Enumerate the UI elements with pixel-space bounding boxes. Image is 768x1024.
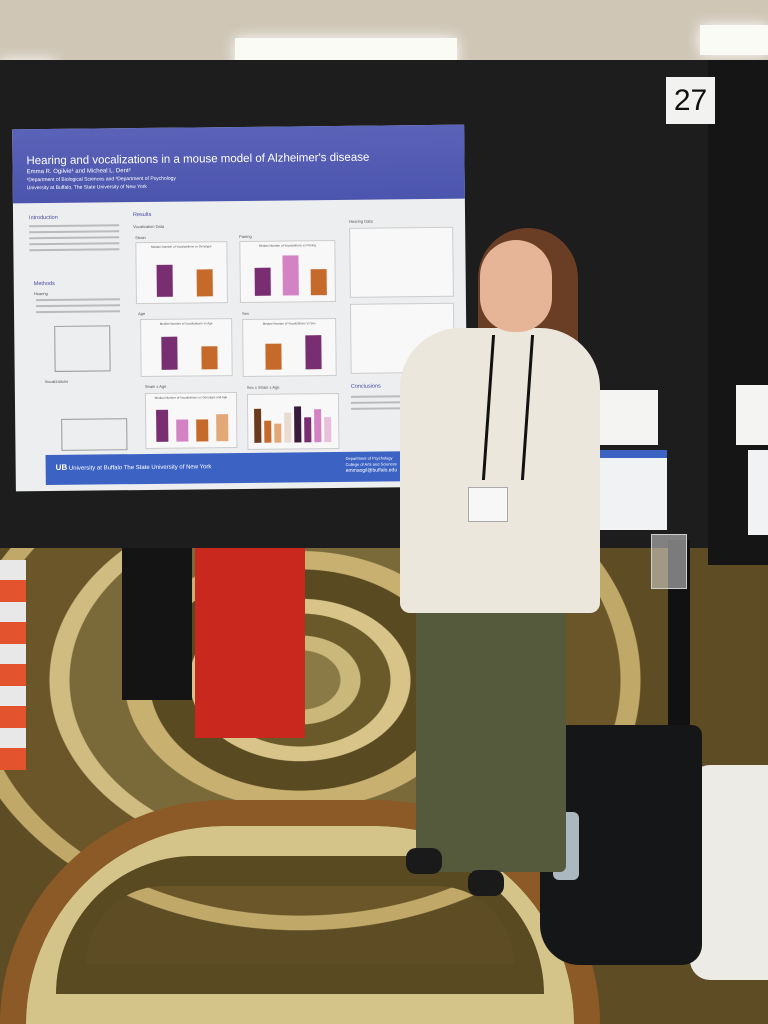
bar xyxy=(156,264,173,297)
person-legs-black xyxy=(122,540,192,700)
body-text xyxy=(36,310,121,314)
white-coat xyxy=(690,765,768,980)
body-text xyxy=(29,230,120,234)
bar xyxy=(305,335,322,370)
body-text xyxy=(35,304,120,308)
bar xyxy=(274,423,282,443)
subsection-vocalization-data: Vocalization Data xyxy=(133,223,165,230)
chart-pairing: Median Number of Vocalizations vs Pairin… xyxy=(239,239,336,304)
shoe xyxy=(468,870,504,896)
label-strain: Strain xyxy=(135,234,146,241)
label-age: Age xyxy=(138,310,146,317)
section-conclusions: Conclusions xyxy=(350,383,381,390)
chart-age: Median Number of Vocalizations vs Age xyxy=(140,318,233,378)
section-introduction: Introduction xyxy=(29,214,58,222)
footer-university: University at Buffalo The State Universi… xyxy=(68,464,212,472)
bar xyxy=(264,420,272,443)
label-hearing-data: Hearing Data xyxy=(349,218,373,224)
subsection-hearing: Hearing xyxy=(33,291,48,297)
chart-strain-age: Median Number of Vocalizations vs Genoty… xyxy=(144,392,238,449)
ub-logo: UB xyxy=(55,462,68,472)
presenter-sweater xyxy=(400,328,600,613)
label-pairing: Pairing xyxy=(239,233,252,240)
chart-title: Median Number of Vocalizations vs Genoty… xyxy=(150,244,212,249)
ceiling-light xyxy=(700,25,768,55)
body-text xyxy=(29,242,120,246)
plastic-cup xyxy=(651,534,687,589)
poster-header: Hearing and vocalizations in a mouse mod… xyxy=(12,124,465,204)
bar xyxy=(265,343,282,370)
bar xyxy=(216,414,229,442)
bar xyxy=(161,336,178,370)
person-legs-red xyxy=(195,543,305,738)
section-results: Results xyxy=(132,211,152,219)
label-strain-age: Strain x Age xyxy=(144,383,167,390)
bar xyxy=(314,409,322,443)
subsection-vocalizations: Vocalizations xyxy=(44,378,69,385)
chart-sex: Median Number of Vocalizations vs Sex xyxy=(242,317,337,377)
section-methods: Methods xyxy=(33,280,55,288)
chart-strain: Median Number of Vocalizations vs Genoty… xyxy=(135,241,228,305)
poster-footer: UB University at Buffalo The State Unive… xyxy=(45,450,444,486)
chart-hearing-1 xyxy=(349,226,454,298)
bar xyxy=(201,346,218,370)
body-text xyxy=(29,224,120,228)
adjacent-poster xyxy=(597,450,667,530)
name-badge xyxy=(468,487,508,522)
bar xyxy=(294,406,302,443)
bar xyxy=(304,417,312,443)
label-sex: Sex xyxy=(242,310,249,316)
bar xyxy=(324,417,332,443)
bar xyxy=(196,419,209,442)
bar xyxy=(196,269,213,297)
bar xyxy=(156,409,169,442)
shoe xyxy=(406,848,442,874)
chart-sex-strain-age xyxy=(246,392,340,450)
body-text xyxy=(29,248,120,252)
methods-diagram xyxy=(54,325,111,372)
bar xyxy=(284,412,292,443)
adjacent-poster xyxy=(748,450,768,535)
chart-title: Median Number of Vocalizations vs Genoty… xyxy=(154,395,228,400)
paper-note xyxy=(598,390,658,445)
bar xyxy=(254,267,271,296)
bar xyxy=(254,408,262,443)
bar xyxy=(176,419,189,442)
chart-title: Median Number of Vocalizations vs Age xyxy=(159,321,213,326)
body-text xyxy=(35,298,120,302)
paper-note xyxy=(736,385,768,445)
striped-object xyxy=(0,560,26,770)
ceiling xyxy=(0,0,768,90)
booth-number: 27 xyxy=(666,77,715,124)
body-text xyxy=(29,236,120,240)
methods-diagram xyxy=(61,418,128,451)
presenter-face xyxy=(480,240,552,332)
chart-title: Median Number of Vocalizations vs Sex xyxy=(262,321,316,326)
bar xyxy=(282,255,299,296)
bar xyxy=(310,269,327,296)
label-sex-strain-age: Sex x Strain x Age xyxy=(246,384,280,390)
chart-title: Median Number of Vocalizations vs Pairin… xyxy=(258,243,316,248)
footer-contact: Department of Psychology College of Arts… xyxy=(345,455,398,474)
footer-email: emmaogil@buffalo.edu xyxy=(345,467,398,474)
